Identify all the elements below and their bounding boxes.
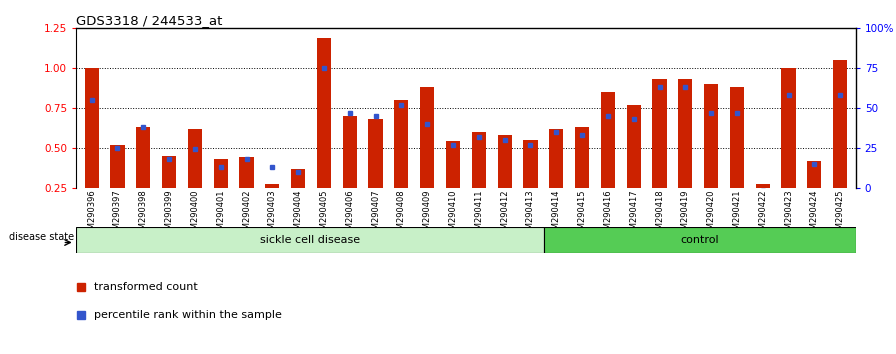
Bar: [575, 127, 590, 188]
Bar: [807, 161, 822, 188]
Text: control: control: [680, 235, 719, 245]
Bar: [265, 184, 280, 188]
Bar: [601, 92, 615, 188]
Bar: [652, 79, 667, 188]
Bar: [446, 141, 461, 188]
Bar: [730, 87, 744, 188]
Bar: [544, 227, 856, 253]
Bar: [162, 156, 177, 188]
Bar: [523, 140, 538, 188]
Bar: [781, 68, 796, 188]
Bar: [678, 79, 693, 188]
Text: sickle cell disease: sickle cell disease: [260, 235, 360, 245]
Bar: [755, 184, 770, 188]
Bar: [110, 144, 125, 188]
Text: percentile rank within the sample: percentile rank within the sample: [94, 310, 282, 320]
Text: transformed count: transformed count: [94, 282, 198, 292]
Bar: [76, 227, 544, 253]
Bar: [239, 157, 254, 188]
Bar: [471, 132, 486, 188]
Bar: [317, 38, 331, 188]
Bar: [368, 119, 383, 188]
Bar: [420, 87, 435, 188]
Bar: [291, 169, 306, 188]
Bar: [626, 105, 641, 188]
Bar: [497, 135, 512, 188]
Bar: [342, 116, 357, 188]
Bar: [213, 159, 228, 188]
Text: GDS3318 / 244533_at: GDS3318 / 244533_at: [76, 14, 222, 27]
Text: disease state: disease state: [9, 232, 74, 242]
Bar: [549, 129, 564, 188]
Bar: [136, 127, 151, 188]
Bar: [188, 129, 202, 188]
Bar: [394, 100, 409, 188]
Bar: [704, 84, 719, 188]
Bar: [833, 60, 848, 188]
Bar: [84, 68, 99, 188]
